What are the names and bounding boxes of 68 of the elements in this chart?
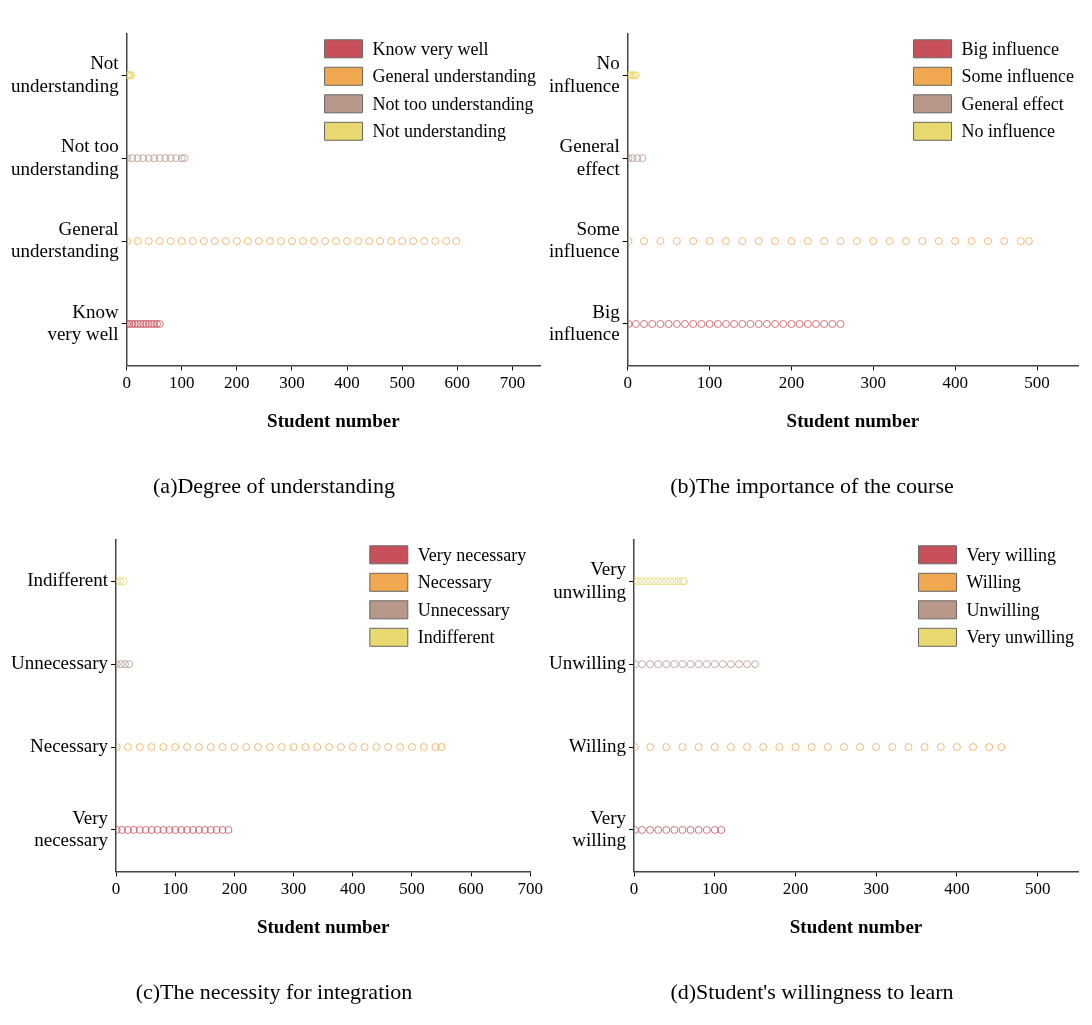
x-tick-label: 200 <box>782 879 809 899</box>
legend-label: General understanding <box>372 66 537 87</box>
y-tick-label: Not too understanding <box>10 134 120 179</box>
x-tick-label: 600 <box>458 879 484 899</box>
text: (d)Student's willingness to learn <box>670 978 954 1004</box>
legend-label: General effect <box>961 93 1064 114</box>
y-tick-label: Some influence <box>549 217 620 262</box>
legend-label: Some influence <box>961 66 1075 87</box>
text: (b)The importance of the course <box>670 472 954 498</box>
x-tick-label: 0 <box>623 373 632 393</box>
legend-label: Indifferent <box>417 627 495 648</box>
legend-label: Know very well <box>372 38 489 59</box>
x-tick-label: 400 <box>334 373 360 393</box>
x-tick-label: 100 <box>169 373 195 393</box>
x-tick-label: 500 <box>1024 373 1050 393</box>
y-tick-label: Very willing <box>572 806 627 851</box>
x-axis-title: Student number <box>786 410 920 432</box>
x-tick-label: 400 <box>339 879 366 899</box>
x-axis-title: Student number <box>256 916 390 938</box>
y-tick-label: Know very well <box>47 300 119 345</box>
x-tick-label: 200 <box>224 373 250 393</box>
y-tick-label: Willing <box>568 735 627 757</box>
legend-label: No influence <box>961 121 1056 142</box>
x-tick-label: 500 <box>399 879 425 899</box>
legend-label: Big influence <box>961 38 1060 59</box>
x-tick-label: 700 <box>517 879 543 899</box>
legend-label: Very necessary <box>417 544 527 565</box>
text: (a)Degree of understanding <box>153 472 395 498</box>
text: (c)The necessity for integration <box>135 978 413 1004</box>
y-tick-label: Big influence <box>549 300 621 345</box>
x-tick-label: 700 <box>499 373 526 393</box>
legend-label: Very unwilling <box>966 627 1075 648</box>
y-tick-label: General effect <box>559 134 621 179</box>
x-tick-label: 300 <box>279 373 305 393</box>
y-tick-label: General understanding <box>10 217 120 262</box>
x-tick-label: 600 <box>444 373 471 393</box>
y-tick-label: Very unwilling <box>553 557 627 602</box>
x-tick-label: 100 <box>696 373 723 393</box>
legend-label: Very willing <box>966 544 1057 565</box>
x-tick-label: 200 <box>778 373 805 393</box>
x-tick-label: 300 <box>280 879 307 899</box>
y-tick-label: No influence <box>549 51 620 96</box>
x-axis-title: Student number <box>789 916 923 938</box>
x-tick-label: 100 <box>162 879 188 899</box>
x-tick-label: 0 <box>111 879 121 899</box>
x-tick-label: 300 <box>860 373 887 393</box>
y-tick-label: Very necessary <box>34 806 109 851</box>
legend-label: Unnecessary <box>417 599 510 620</box>
x-tick-label: 400 <box>944 879 970 899</box>
y-tick-label: Indifferent <box>27 569 109 591</box>
x-tick-label: 0 <box>629 879 639 899</box>
y-tick-label: Not understanding <box>10 51 120 96</box>
x-tick-label: 500 <box>389 373 415 393</box>
legend-label: Unwilling <box>966 599 1040 620</box>
x-axis-title: Student number <box>267 410 401 432</box>
x-tick-label: 300 <box>863 879 889 899</box>
y-tick-label: Necessary <box>29 735 109 757</box>
x-tick-label: 100 <box>702 879 728 899</box>
x-tick-label: 500 <box>1024 879 1051 899</box>
legend-label: Willing <box>966 572 1021 593</box>
legend-label: Not too understanding <box>372 93 534 114</box>
legend-label: Not understanding <box>372 121 507 142</box>
y-tick-label: Unnecessary <box>10 652 109 674</box>
x-tick-label: 0 <box>122 373 131 393</box>
x-tick-label: 400 <box>942 373 968 393</box>
legend-label: Necessary <box>417 572 492 593</box>
y-tick-label: Unwilling <box>549 652 627 674</box>
x-tick-label: 200 <box>221 879 248 899</box>
